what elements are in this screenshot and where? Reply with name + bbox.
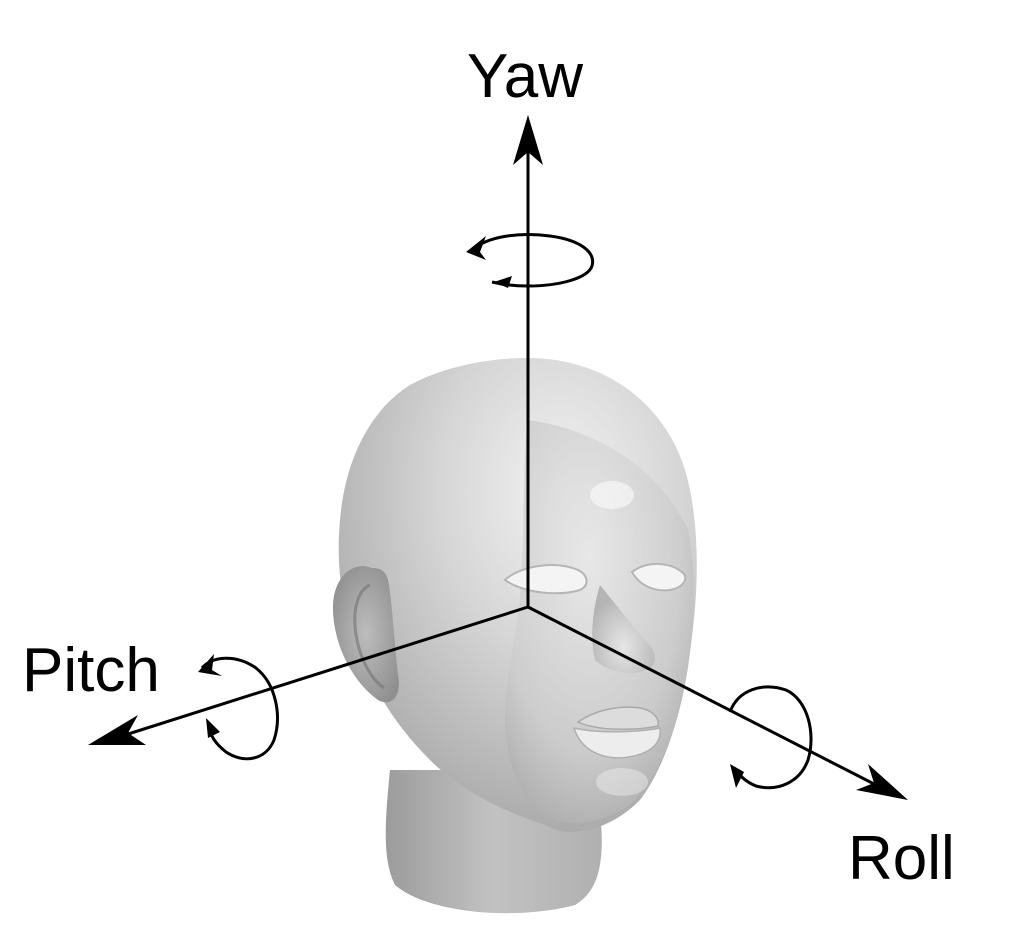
yaw-rotation-arrow [471, 233, 595, 288]
ear-inner [353, 583, 385, 690]
yaw-rotation-tail [494, 276, 512, 288]
forehead-highlight [590, 481, 634, 509]
pitch-rotation-arrow [200, 656, 279, 761]
lower-lip [572, 726, 661, 759]
nose [592, 585, 656, 673]
axes [88, 115, 908, 800]
left-eye [503, 564, 588, 595]
rotation-arrows [198, 233, 813, 790]
pitch-label: Pitch [22, 636, 160, 705]
pitch-rotation-tail [206, 718, 220, 738]
head-model [332, 358, 697, 914]
yaw-rotation-arrowhead [466, 236, 486, 260]
roll-arrowhead [856, 764, 908, 800]
chin-highlight [596, 768, 648, 796]
roll-label: Roll [848, 824, 955, 893]
pitch-arrowhead [88, 715, 146, 745]
roll-axis [527, 605, 879, 788]
pitch-axis [124, 605, 529, 737]
roll-rotation-arrow [728, 685, 813, 790]
ear [332, 566, 399, 703]
yaw-arrowhead [513, 115, 543, 165]
roll-rotation-arrowhead [730, 764, 744, 788]
upper-lip [576, 706, 660, 730]
pitch-rotation-arrowhead [198, 654, 222, 676]
yaw-label: Yaw [467, 42, 583, 111]
right-eye [630, 563, 687, 592]
